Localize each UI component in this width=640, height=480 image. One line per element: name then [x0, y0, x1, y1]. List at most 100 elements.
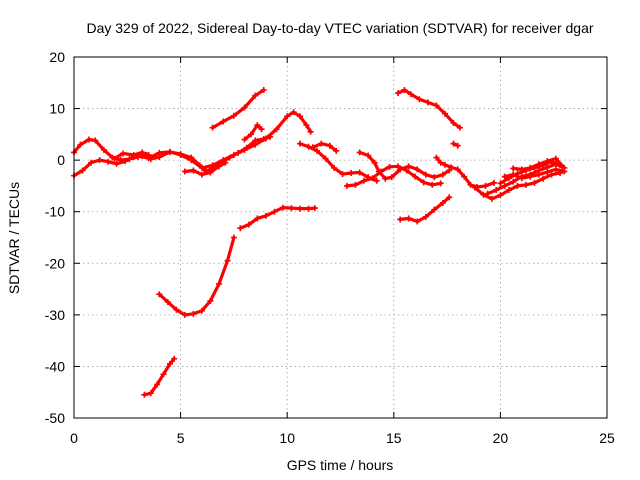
data-point	[190, 167, 197, 174]
x-tick-label: 0	[70, 430, 78, 446]
data-point	[154, 381, 161, 388]
data-point	[331, 164, 338, 171]
x-axis-label: GPS time / hours	[287, 457, 394, 473]
data-point	[111, 155, 118, 162]
data-point	[252, 92, 259, 99]
data-point	[412, 173, 419, 180]
data-point	[514, 182, 521, 189]
data-point	[296, 205, 303, 212]
data-point	[156, 291, 163, 298]
data-point	[518, 166, 525, 173]
data-point	[439, 171, 446, 178]
data-point	[198, 307, 205, 314]
series-line-s2	[72, 110, 313, 178]
y-tick-label: -50	[45, 410, 65, 426]
data-point	[454, 166, 461, 173]
data-point	[245, 221, 252, 228]
data-point	[397, 216, 404, 223]
data-point	[356, 149, 363, 156]
plot-frame	[73, 56, 608, 419]
data-point	[271, 208, 278, 215]
data-point	[79, 167, 86, 174]
data-point	[177, 150, 184, 157]
data-point	[88, 159, 95, 166]
data-point	[491, 179, 498, 186]
series-line-s10	[238, 206, 317, 230]
data-point	[501, 182, 508, 189]
data-point	[407, 91, 414, 98]
data-point	[254, 122, 261, 129]
data-point	[166, 360, 173, 367]
data-point	[222, 159, 229, 166]
x-tick-label: 5	[177, 430, 185, 446]
series-group	[71, 87, 568, 398]
data-point	[510, 171, 517, 178]
data-point	[258, 126, 265, 133]
data-point	[314, 147, 321, 154]
data-point	[369, 175, 376, 182]
data-point	[446, 167, 453, 174]
data-point	[448, 164, 455, 171]
data-point	[450, 120, 457, 127]
data-point	[360, 177, 367, 184]
data-point	[501, 173, 508, 180]
data-point	[224, 257, 231, 264]
data-point	[243, 144, 250, 151]
data-point	[279, 204, 286, 211]
axis-ticks: 0 5 10 15 20 25 -50 -40 -30 -20 -10 0 10 20	[45, 49, 615, 446]
data-point	[437, 159, 444, 166]
data-point	[326, 142, 333, 149]
data-point	[252, 137, 259, 144]
data-point	[311, 205, 318, 212]
data-point	[92, 137, 99, 144]
data-point	[441, 161, 448, 168]
data-point	[348, 170, 355, 177]
x-tick-label: 15	[386, 430, 402, 446]
data-point	[422, 171, 429, 178]
data-point	[373, 177, 380, 184]
series-line-s20	[486, 162, 564, 196]
data-point	[352, 181, 359, 188]
data-point	[215, 280, 222, 287]
data-point	[395, 163, 402, 170]
data-point	[160, 371, 167, 378]
data-point	[262, 212, 269, 219]
data-point	[85, 136, 92, 143]
data-point	[288, 205, 295, 212]
data-point	[307, 128, 314, 135]
data-point	[333, 147, 340, 154]
data-point	[100, 146, 107, 153]
data-point	[181, 311, 188, 318]
y-tick-label: -40	[45, 358, 65, 374]
series-line-s11	[298, 142, 379, 183]
data-point	[518, 175, 525, 182]
data-point	[531, 179, 538, 186]
data-point	[446, 194, 453, 201]
data-point	[145, 155, 152, 162]
data-point	[207, 297, 214, 304]
data-point	[322, 155, 329, 162]
data-point	[386, 163, 393, 170]
data-point	[493, 187, 500, 194]
y-tick-label: -30	[45, 307, 65, 323]
data-point	[505, 187, 512, 194]
series-line-s6	[211, 88, 266, 130]
data-point	[215, 163, 222, 170]
data-point	[454, 142, 461, 149]
data-point	[441, 110, 448, 117]
data-point	[309, 144, 316, 151]
data-point	[548, 171, 555, 178]
data-point	[431, 174, 438, 181]
data-point	[241, 136, 248, 143]
data-point	[235, 149, 242, 156]
data-point	[405, 163, 412, 170]
chart-title: Day 329 of 2022, Sidereal Day-to-day VTE…	[86, 20, 593, 36]
data-point	[424, 99, 431, 106]
series-line-s7	[243, 123, 264, 142]
data-point	[552, 155, 559, 162]
data-point	[134, 153, 141, 160]
data-point	[122, 158, 129, 165]
data-point	[433, 102, 440, 109]
data-point	[420, 179, 427, 186]
